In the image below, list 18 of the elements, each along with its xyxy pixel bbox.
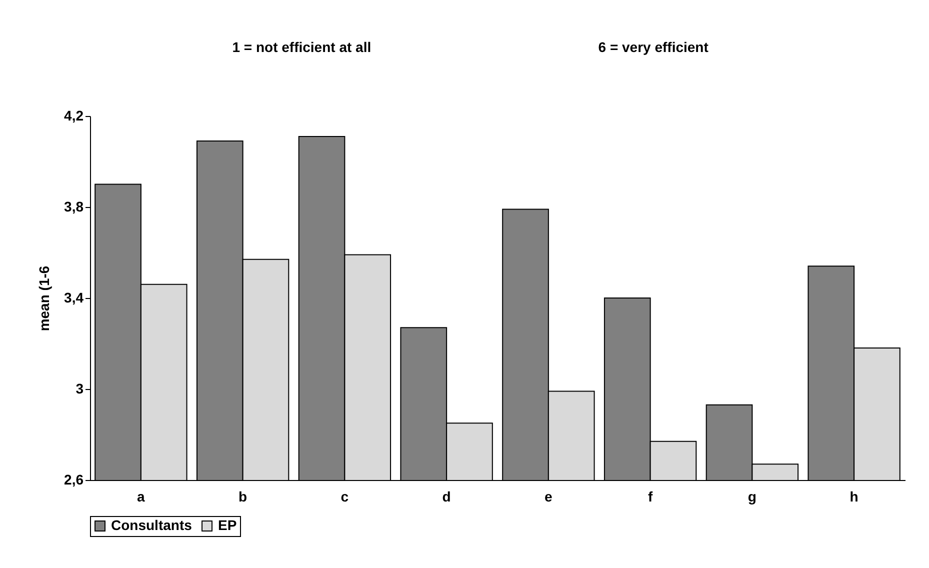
- text: 1 = not efficient at all: [232, 39, 372, 55]
- x-tick-label: h: [850, 488, 858, 504]
- y-tick-label: 3,8: [64, 198, 84, 214]
- x-tick-label: a: [137, 488, 146, 504]
- y-tick-label: 3,4: [64, 290, 84, 306]
- y-tick-label: 3: [76, 380, 84, 396]
- x-tick-label: g: [748, 488, 756, 504]
- x-tick-label: f: [648, 488, 653, 504]
- legend-label: EP: [218, 517, 237, 533]
- y-tick-label: 4,2: [64, 108, 84, 124]
- x-tick-label: c: [340, 488, 349, 504]
- x-tick-label: d: [442, 488, 451, 504]
- text: 6 = very efficient: [598, 39, 709, 55]
- y-axis-title: mean (1-6: [36, 266, 52, 332]
- y-tick-label: 2,6: [64, 472, 84, 488]
- legend-label: Consultants: [111, 517, 192, 533]
- x-tick-label: e: [544, 488, 553, 504]
- x-tick-label: b: [238, 488, 248, 504]
